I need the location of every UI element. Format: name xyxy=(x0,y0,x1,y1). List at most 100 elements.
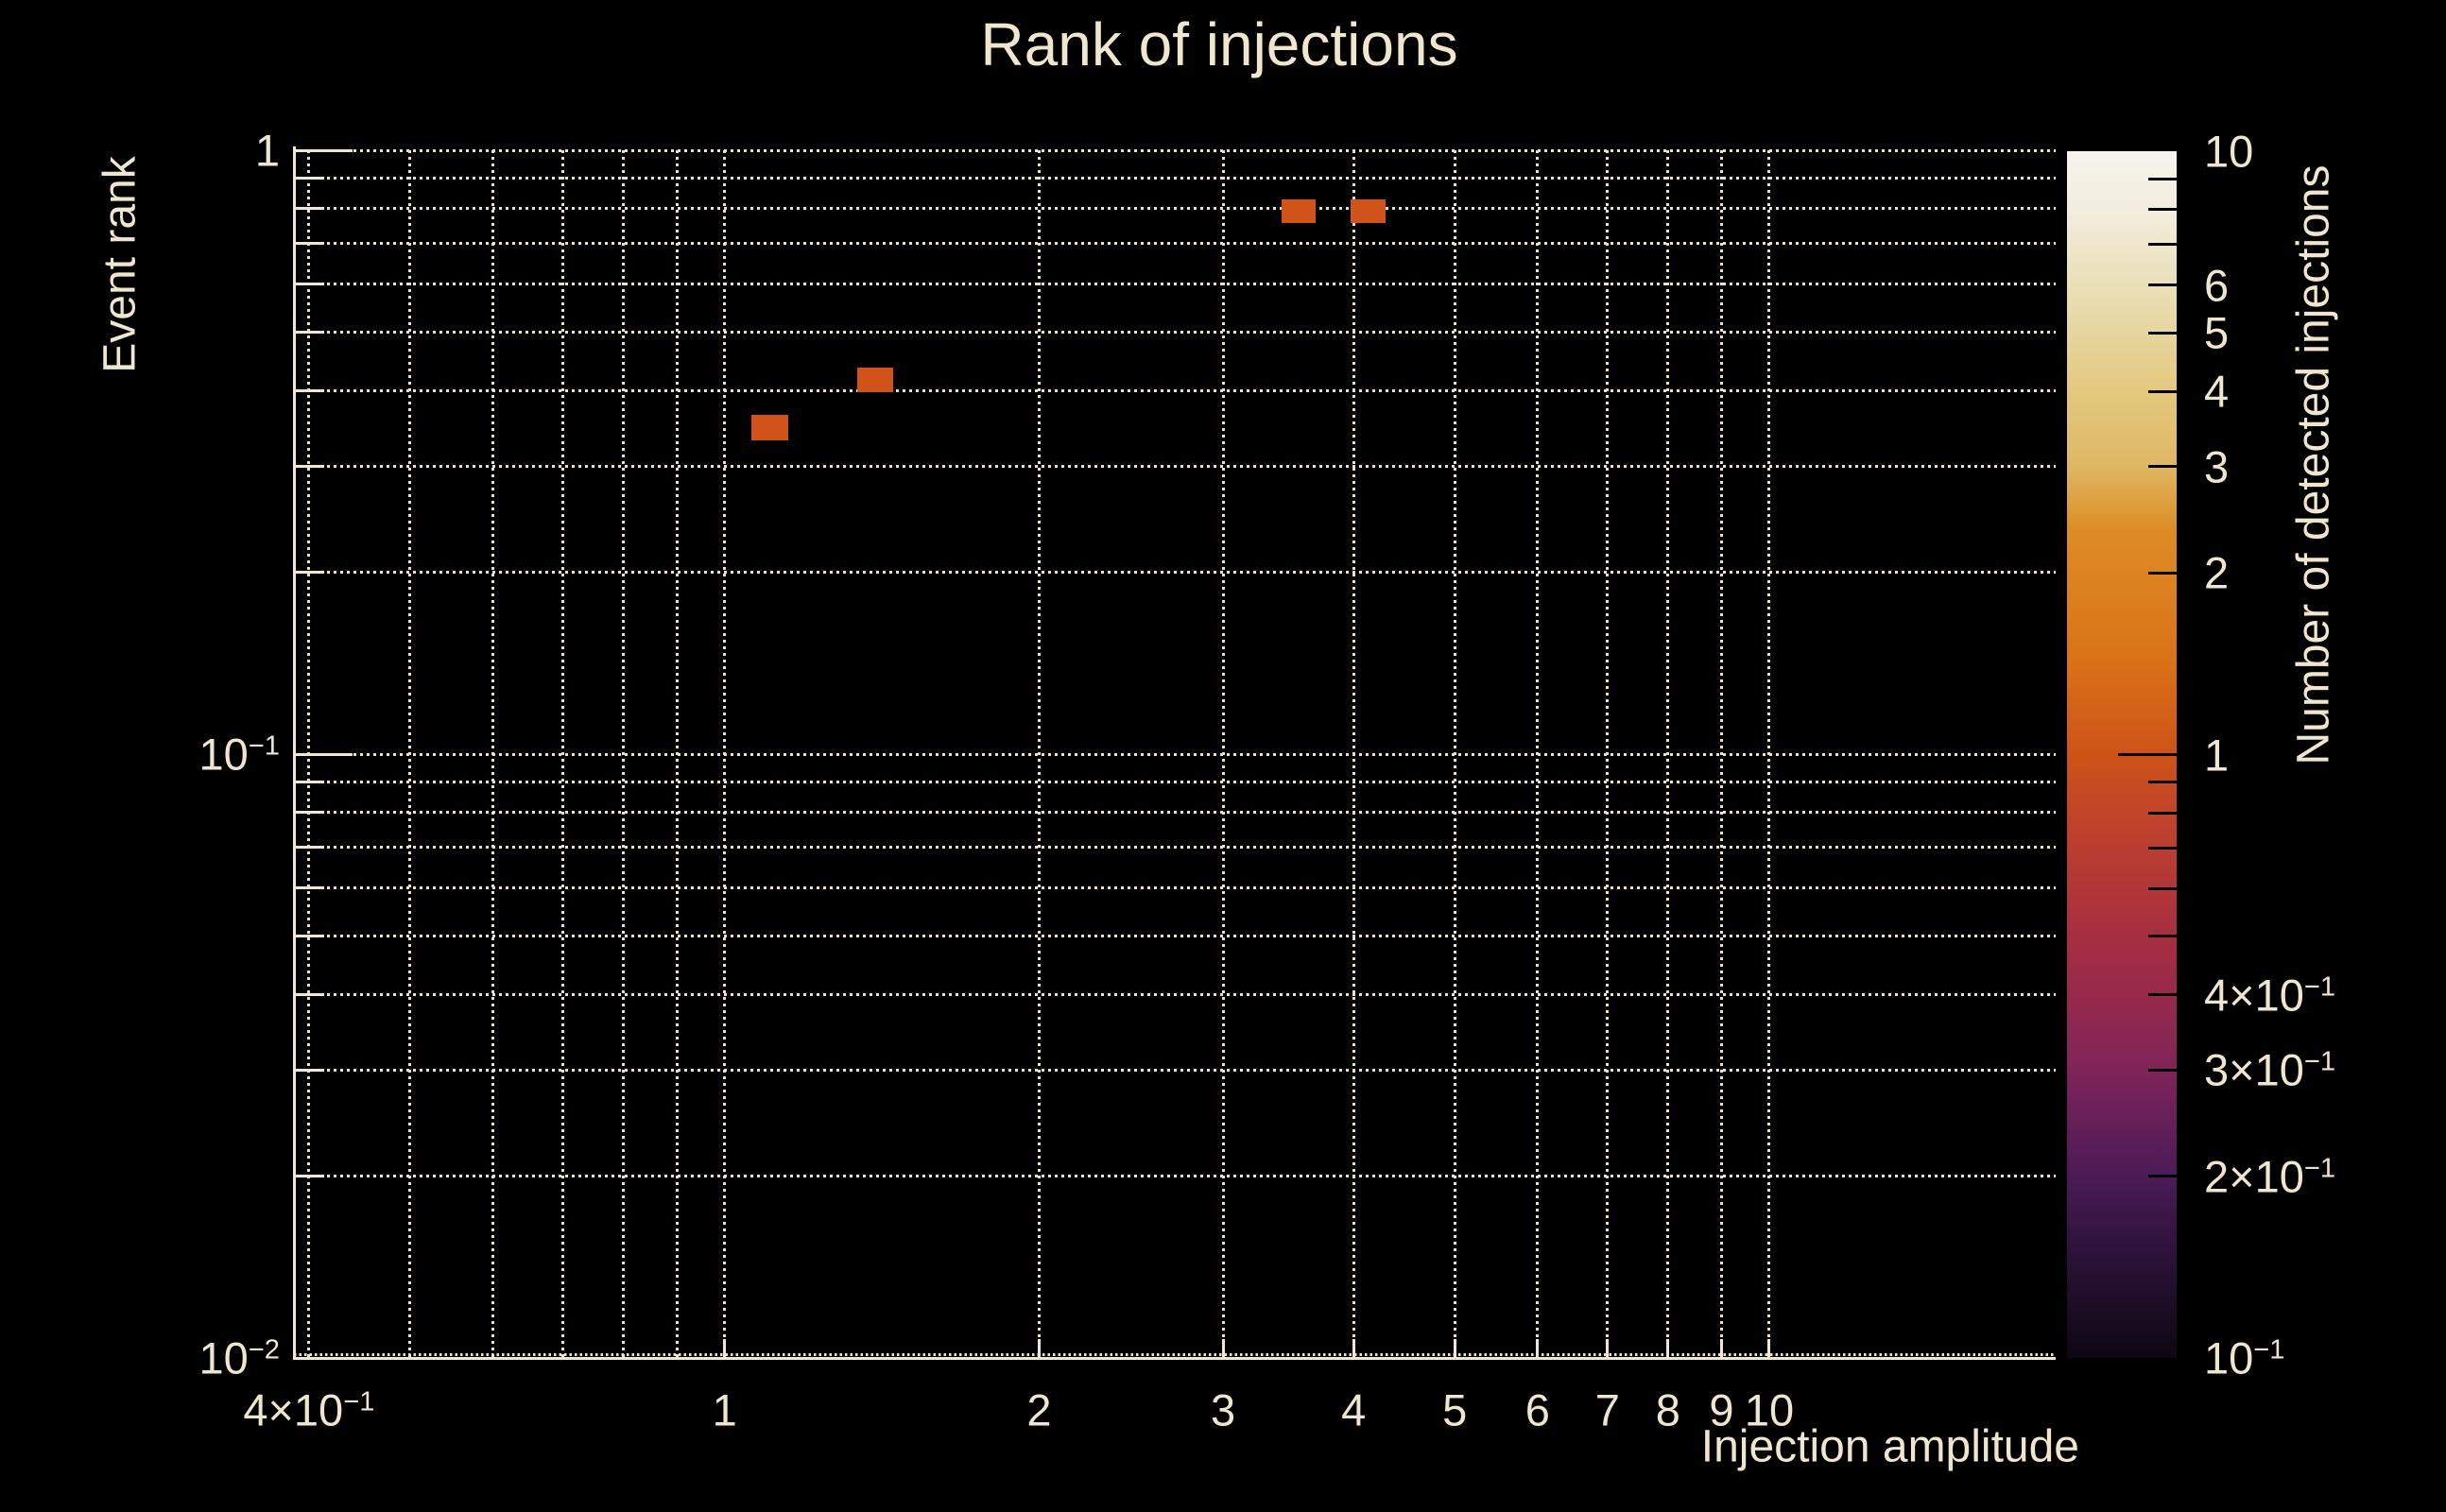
x-tick-label: 9 xyxy=(1709,1384,1734,1435)
exponent: −2 xyxy=(248,1334,280,1366)
colorbar-tick-label: 3 xyxy=(2204,441,2230,492)
colorbar-tick xyxy=(2148,935,2177,938)
colorbar-tick xyxy=(2148,846,2177,850)
colorbar-title: Number of detected injections xyxy=(2288,164,2339,765)
colorbar-tick xyxy=(2148,208,2177,212)
x-tick xyxy=(1536,1339,1540,1358)
y-gridline xyxy=(294,1175,2056,1178)
y-gridline xyxy=(294,242,2056,246)
exponent: −1 xyxy=(2253,1334,2285,1366)
y-tick-label: 10−1 xyxy=(198,729,281,780)
y-tick xyxy=(294,176,324,180)
y-tick xyxy=(294,752,353,756)
y-tick xyxy=(294,571,324,575)
y-gridline xyxy=(294,1068,2056,1072)
x-tick-label: 1 xyxy=(712,1384,737,1435)
colorbar-tick xyxy=(2148,284,2177,287)
exponent: −1 xyxy=(2303,1153,2336,1184)
y-gridline xyxy=(294,176,2056,180)
heatmap-bin xyxy=(1350,198,1386,223)
x-tick-label: 6 xyxy=(1524,1384,1550,1435)
y-gridline xyxy=(294,886,2056,890)
colorbar-tick-label: 5 xyxy=(2204,307,2230,358)
y-tick xyxy=(294,330,324,334)
y-gridline xyxy=(294,752,2056,756)
y-tick xyxy=(294,207,324,211)
y-tick xyxy=(294,464,324,468)
x-axis-spine xyxy=(293,1357,2056,1360)
exponent: −1 xyxy=(2303,971,2336,1003)
exponent: −1 xyxy=(343,1386,375,1418)
colorbar-tick xyxy=(2148,1175,2177,1178)
y-gridline xyxy=(294,846,2056,850)
y-tick xyxy=(294,780,324,783)
y-tick xyxy=(294,283,324,286)
colorbar-tick-label: 10 xyxy=(2204,126,2254,177)
y-gridline xyxy=(294,992,2056,996)
y-gridline xyxy=(294,811,2056,815)
y-gridline xyxy=(294,571,2056,575)
colorbar-tick xyxy=(2148,389,2177,393)
colorbar-tick-label: 10−1 xyxy=(2204,1332,2285,1383)
y-gridline xyxy=(294,934,2056,937)
colorbar-tick xyxy=(2148,331,2177,335)
colorbar-tick xyxy=(2148,993,2177,997)
x-tick xyxy=(1352,1339,1355,1358)
y-gridline xyxy=(294,283,2056,286)
colorbar-tick xyxy=(2148,1068,2177,1072)
colorbar-tick xyxy=(2118,753,2177,756)
colorbar-tick xyxy=(2148,886,2177,890)
x-tick xyxy=(1037,1339,1041,1358)
y-tick xyxy=(294,934,324,937)
y-tick-label: 10−2 xyxy=(198,1332,281,1383)
colorbar-tick xyxy=(2148,571,2177,575)
x-tick-label: 2 xyxy=(1026,1384,1052,1435)
y-tick xyxy=(294,846,324,850)
y-tick xyxy=(294,1175,324,1178)
colorbar-tick xyxy=(2148,465,2177,469)
y-tick-label: 1 xyxy=(254,125,280,176)
x-tick xyxy=(1606,1339,1610,1358)
colorbar-tick xyxy=(2148,243,2177,247)
y-gridline xyxy=(294,330,2056,334)
y-tick xyxy=(294,886,324,890)
colorbar-tick xyxy=(2148,177,2177,180)
x-axis-title: Injection amplitude xyxy=(1700,1421,2079,1472)
x-tick xyxy=(1719,1339,1723,1358)
x-tick xyxy=(1221,1339,1225,1358)
x-tick xyxy=(1767,1339,1771,1358)
exponent: −1 xyxy=(2303,1046,2336,1077)
colorbar-tick-label: 2 xyxy=(2204,547,2230,598)
chart-title: Rank of injections xyxy=(980,10,1458,78)
heatmap-bin xyxy=(750,415,788,440)
colorbar-tick-label: 1 xyxy=(2204,730,2230,780)
x-tick-label: 5 xyxy=(1442,1384,1468,1435)
colorbar-tick-label: 4×10−1 xyxy=(2204,970,2336,1021)
x-tick-label: 4 xyxy=(1341,1384,1367,1435)
exponent: −1 xyxy=(248,730,280,762)
x-tick xyxy=(1453,1339,1456,1358)
y-gridline xyxy=(294,464,2056,468)
x-tick xyxy=(723,1339,727,1358)
x-tick xyxy=(1666,1339,1670,1358)
x-tick-label: 4×10−1 xyxy=(243,1384,375,1435)
colorbar-tick-label: 2×10−1 xyxy=(2204,1151,2336,1202)
y-tick xyxy=(294,388,324,392)
y-tick xyxy=(294,242,324,246)
colorbar-tick xyxy=(2148,781,2177,784)
x-tick-label: 10 xyxy=(1744,1384,1795,1435)
x-axis-minor-ticks xyxy=(294,1353,2056,1356)
colorbar-tick xyxy=(2148,811,2177,815)
y-tick xyxy=(294,148,353,152)
y-tick xyxy=(294,811,324,815)
x-tick-label: 7 xyxy=(1594,1384,1620,1435)
x-tick-label: 3 xyxy=(1210,1384,1236,1435)
colorbar-tick-label: 6 xyxy=(2204,260,2230,311)
x-tick-label: 8 xyxy=(1655,1384,1680,1435)
y-tick xyxy=(294,1356,353,1360)
y-gridline xyxy=(294,780,2056,783)
y-gridline xyxy=(294,207,2056,211)
heatmap-bin xyxy=(857,367,894,392)
colorbar-tick-label: 4 xyxy=(2204,366,2230,417)
